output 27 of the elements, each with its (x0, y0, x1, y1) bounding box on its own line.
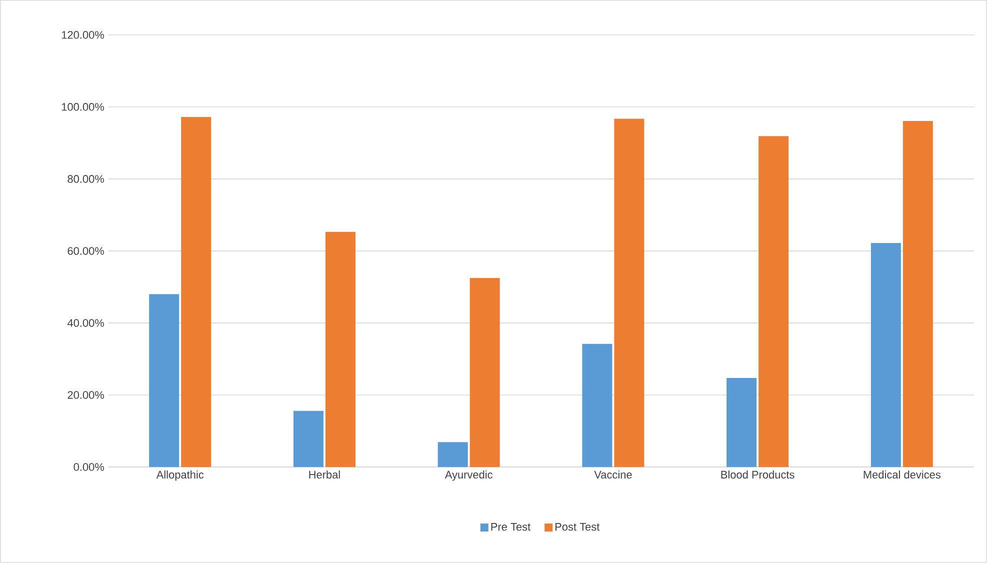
bar (438, 442, 468, 468)
y-tick-label: 100.00% (62, 103, 104, 111)
x-tick-label: Herbal (309, 470, 340, 479)
x-tick-label: Blood Products (721, 470, 794, 479)
bar (470, 278, 500, 468)
bar (726, 378, 757, 468)
y-tick-label: 60.00% (68, 247, 104, 255)
y-tick-label: 80.00% (68, 175, 104, 183)
bar (325, 232, 356, 468)
bar (149, 294, 180, 468)
x-tick-label: Vaccine (594, 470, 632, 479)
y-tick-label: 40.00% (67, 319, 104, 327)
y-tick-label: 20.00% (68, 391, 104, 399)
x-tick-label: Ayurvedic (444, 470, 493, 481)
x-tick-label: Allopathic (156, 470, 204, 481)
bar (293, 410, 324, 468)
bar (181, 117, 212, 468)
y-tick-label: 0.00% (74, 463, 104, 471)
bar (758, 136, 789, 468)
y-tick-label: 120.00% (62, 31, 104, 39)
bar (902, 121, 933, 468)
legend-label: Post Test (555, 523, 600, 531)
legend-label: Pre Test (491, 523, 531, 531)
bar (614, 118, 644, 468)
bar (870, 243, 901, 468)
bar (582, 344, 612, 468)
x-tick-label: Medical devices (864, 470, 940, 479)
